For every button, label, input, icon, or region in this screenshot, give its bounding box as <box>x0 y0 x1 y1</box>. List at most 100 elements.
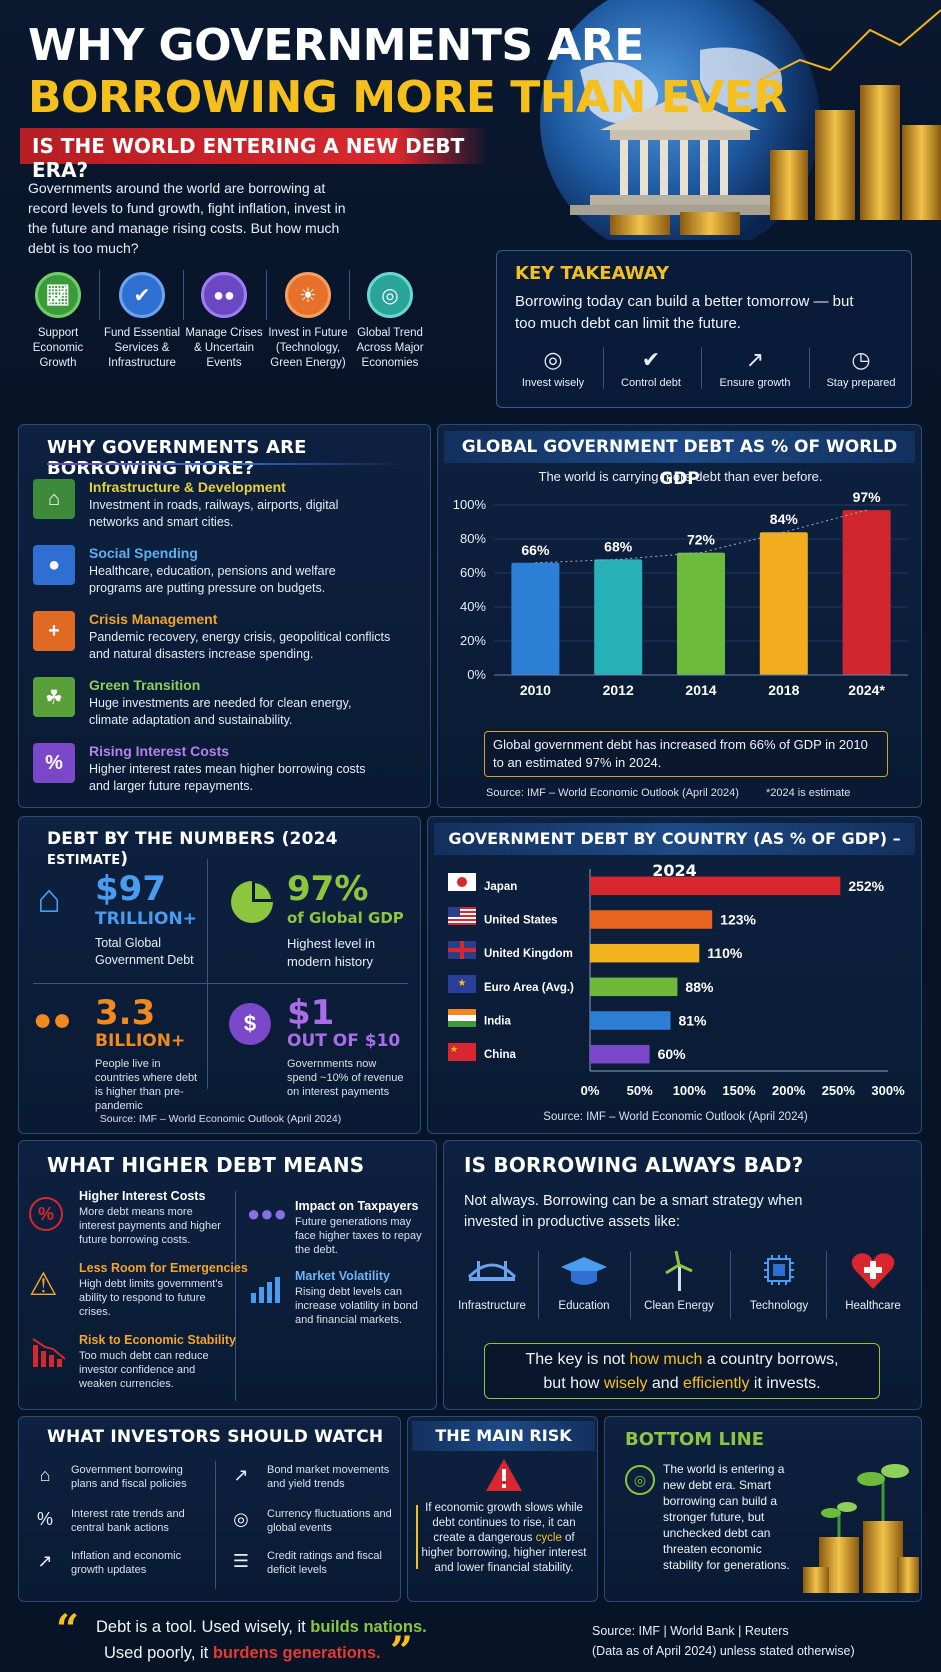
watch-item: Interest rate trends and central bank ac… <box>71 1508 185 1534</box>
effect-desc: More debt means more interest payments a… <box>79 1206 221 1246</box>
x-tick-label: 2010 <box>520 682 551 698</box>
key-text: and <box>647 1375 684 1392</box>
effect-desc: Future generations may face higher taxes… <box>295 1216 422 1256</box>
key-text: a country borrows, <box>702 1351 839 1368</box>
stat-desc: Highest level in modern history <box>287 936 376 969</box>
subtitle: IS THE WORLD ENTERING A NEW DEBT ERA? <box>32 134 465 182</box>
country-debt-panel: GOVERNMENT DEBT BY COUNTRY (AS % OF GDP)… <box>427 816 922 1134</box>
people-icon: ●●● <box>247 1201 287 1226</box>
clock-icon: ◷ <box>851 347 871 372</box>
main-risk-title: THE MAIN RISK <box>435 1426 572 1445</box>
bank-icon: ⌂ <box>39 1465 51 1485</box>
quote-highlight: builds nations. <box>310 1618 427 1636</box>
effect-title: Impact on Taxpayers <box>295 1199 419 1213</box>
intro-text: Governments around the world are borrowi… <box>28 180 346 256</box>
footer: “ Debt is a tool. Used wisely, it builds… <box>0 1606 941 1672</box>
quote-close-icon: ” <box>390 1628 414 1672</box>
bar-value-label: 110% <box>707 945 743 961</box>
wind-turbine-icon <box>665 1250 693 1291</box>
key-message-line-2: but how wisely and efficiently it invest… <box>485 1372 879 1396</box>
divider <box>99 270 100 320</box>
watch-item: Inflation and economic growth updates <box>71 1550 182 1576</box>
document-icon: ☰ <box>232 1551 250 1571</box>
x-tick-label: 150% <box>722 1083 756 1098</box>
country-label: United Kingdom <box>484 948 573 960</box>
x-tick-label: 250% <box>822 1083 856 1098</box>
y-tick-label: 60% <box>460 565 486 580</box>
stat-sub: of Global GDP <box>287 909 404 927</box>
bar-value-label: 72% <box>687 532 716 548</box>
divider <box>809 347 810 389</box>
takeaway-item-prepared: ◷ Stay prepared <box>813 347 909 389</box>
country-label: Euro Area (Avg.) <box>484 982 574 994</box>
india-flag-icon <box>448 1009 476 1027</box>
japan-flag-icon <box>448 873 476 891</box>
reason-label: Fund Essential Services & Infrastructure <box>103 327 181 369</box>
bridge-icon <box>467 1261 517 1281</box>
divider <box>701 347 702 389</box>
always-bad-panel: IS BORROWING ALWAYS BAD? Not always. Bor… <box>443 1140 922 1410</box>
why-borrowing-panel: WHY GOVERNMENTS ARE BORROWING MORE? ⌂ In… <box>18 424 431 808</box>
takeaway-label: Invest wisely <box>521 377 585 389</box>
title-line-1: WHY GOVERNMENTS ARE <box>28 20 644 71</box>
country-flags: ★ ★ <box>448 869 478 1079</box>
numbers-title-main: DEBT BY THE NUMBERS (2024 <box>47 829 338 849</box>
reason-title: Green Transition <box>89 677 201 693</box>
x-tick-label: 2014 <box>685 682 716 698</box>
leaf-icon: ☘ <box>33 677 75 717</box>
debt-numbers-panel: DEBT BY THE NUMBERS (2024 ESTIMATE) ⌂ $9… <box>18 816 421 1134</box>
bar <box>590 977 678 997</box>
why-borrowing-title: WHY GOVERNMENTS ARE BORROWING MORE? <box>47 437 307 479</box>
chart-title-bar: GLOBAL GOVERNMENT DEBT AS % OF WORLD GDP <box>444 431 915 489</box>
divider <box>730 1251 731 1319</box>
graduation-cap-icon <box>561 1257 607 1285</box>
reason-desc: Huge investments are needed for clean en… <box>89 696 352 727</box>
y-tick-label: 40% <box>460 599 486 614</box>
watch-item: Government borrowing plans and fiscal po… <box>71 1464 187 1490</box>
stat-desc: People live in countries where debt is h… <box>95 1058 198 1112</box>
quote-text: Used poorly, it <box>104 1644 213 1662</box>
accent-line <box>416 1505 418 1569</box>
main-risk-panel: THE MAIN RISK If economic growth slows w… <box>407 1416 598 1602</box>
country-bar-chart: 0% 50% 100% 150% 200% 250% 300% Japan 252% United… <box>484 869 905 1098</box>
asset-label: Education <box>558 1300 610 1312</box>
bar-value-label: 81% <box>678 1013 707 1029</box>
bar-value-label: 88% <box>685 979 714 995</box>
us-flag-icon <box>448 907 476 925</box>
quote-open-icon: “ <box>56 1606 80 1653</box>
y-tick-label: 80% <box>460 531 486 546</box>
stat-sub: TRILLION+ <box>95 909 197 929</box>
coins-plant-illustration <box>803 1464 919 1593</box>
shield-check-icon: ✔ <box>641 347 661 372</box>
investors-panel: WHAT INVESTORS SHOULD WATCH ⌂ Government… <box>18 1416 401 1602</box>
lightbulb-icon: ☀ <box>285 272 331 318</box>
always-bad-text: Not always. Borrowing can be a smart str… <box>464 1193 803 1230</box>
investors-title: WHAT INVESTORS SHOULD WATCH <box>47 1427 384 1447</box>
key-message-box: The key is not how much a country borrow… <box>484 1343 880 1399</box>
x-tick-label: 2018 <box>768 682 799 698</box>
vertical-divider <box>215 1461 216 1589</box>
x-tick-label: 50% <box>627 1083 653 1098</box>
numbers-title-end: ) <box>120 849 129 869</box>
key-takeaway-text: Borrowing today can build a better tomor… <box>515 293 854 332</box>
effect-desc: Rising debt levels can increase volatili… <box>295 1286 418 1326</box>
numbers-title-small: ESTIMATE <box>47 853 121 868</box>
divider <box>266 270 267 320</box>
bar <box>842 510 891 675</box>
asset-education: Education <box>544 1251 624 1312</box>
country-label: United States <box>484 915 558 927</box>
takeaway-item-control: ✔ Control debt <box>607 347 695 389</box>
reason-icons-row: 📈︎ Support Economic Growth ✔ Fund Essent… <box>20 270 440 380</box>
growth-chart-icon: ↗ <box>745 347 765 372</box>
uk-flag-icon <box>448 941 476 959</box>
footer-source-2: (Data as of April 2024) unless stated ot… <box>592 1644 855 1658</box>
asset-clean-energy: Clean Energy <box>634 1250 724 1312</box>
chart-source: Source: IMF – World Economic Outlook (Ap… <box>486 787 739 799</box>
vertical-divider <box>207 859 208 1089</box>
warning-icon: ⚠︎ <box>29 1266 58 1302</box>
shield-plus-icon: + <box>33 611 75 651</box>
effect-title: Higher Interest Costs <box>79 1189 206 1203</box>
chart-note-box: Global government debt has increased fro… <box>484 731 888 777</box>
quote-line-2: Used poorly, it burdens generations. <box>104 1644 381 1663</box>
subtitle-banner: IS THE WORLD ENTERING A NEW DEBT ERA? <box>20 128 490 182</box>
